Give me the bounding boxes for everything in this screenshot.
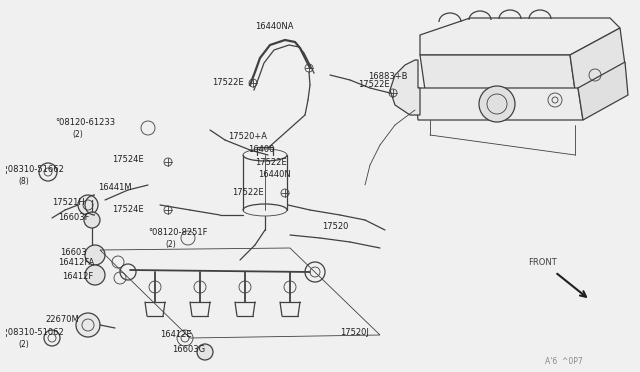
Text: 16412E: 16412E xyxy=(160,330,191,339)
Text: 17524E: 17524E xyxy=(112,155,143,164)
Circle shape xyxy=(197,344,213,360)
Text: 22670M: 22670M xyxy=(45,315,79,324)
Circle shape xyxy=(84,212,100,228)
Text: 16441M: 16441M xyxy=(98,183,132,192)
Text: FRONT: FRONT xyxy=(528,258,557,267)
Text: (2): (2) xyxy=(165,240,176,249)
Text: (2): (2) xyxy=(18,340,29,349)
Polygon shape xyxy=(420,18,620,55)
Text: 16883+B: 16883+B xyxy=(368,72,408,81)
Text: 17520J: 17520J xyxy=(340,328,369,337)
Text: A'6  ^0P7: A'6 ^0P7 xyxy=(545,357,583,366)
Text: 16603G: 16603G xyxy=(172,345,205,354)
Text: 17522E: 17522E xyxy=(212,78,244,87)
Text: 16412FA: 16412FA xyxy=(58,258,94,267)
Text: 16440NA: 16440NA xyxy=(255,22,294,31)
Text: 17522E: 17522E xyxy=(232,188,264,197)
Text: ¦08310-51062: ¦08310-51062 xyxy=(5,328,64,337)
Circle shape xyxy=(78,195,98,215)
Circle shape xyxy=(85,245,105,265)
Text: (2): (2) xyxy=(72,130,83,139)
Polygon shape xyxy=(570,28,625,90)
Circle shape xyxy=(76,313,100,337)
Text: 17521H: 17521H xyxy=(52,198,84,207)
Text: (8): (8) xyxy=(18,177,29,186)
Text: 16603: 16603 xyxy=(60,248,86,257)
Text: 17522E: 17522E xyxy=(358,80,390,89)
Text: 16440N: 16440N xyxy=(258,170,291,179)
Text: 17524E: 17524E xyxy=(112,205,143,214)
Text: °08120-61233: °08120-61233 xyxy=(55,118,115,127)
Polygon shape xyxy=(415,88,583,120)
Circle shape xyxy=(85,265,105,285)
Text: 17522E: 17522E xyxy=(255,158,287,167)
Text: ¦08310-51662: ¦08310-51662 xyxy=(5,165,64,174)
Polygon shape xyxy=(578,62,628,120)
Text: 16412F: 16412F xyxy=(62,272,93,281)
Text: 16400: 16400 xyxy=(248,145,275,154)
Text: 17520: 17520 xyxy=(322,222,348,231)
Text: 17520+A: 17520+A xyxy=(228,132,267,141)
Circle shape xyxy=(479,86,515,122)
Polygon shape xyxy=(390,60,420,115)
Polygon shape xyxy=(420,55,575,90)
Text: °08120-8251F: °08120-8251F xyxy=(148,228,207,237)
Text: 16603F: 16603F xyxy=(58,213,90,222)
